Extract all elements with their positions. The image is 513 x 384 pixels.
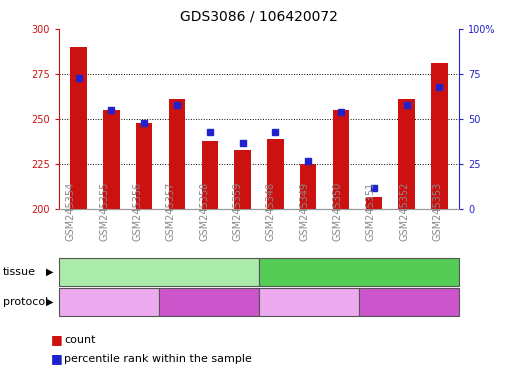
Text: ■: ■ <box>51 333 63 346</box>
Bar <box>103 110 120 209</box>
Bar <box>333 110 349 209</box>
Bar <box>300 164 317 209</box>
Text: GSM245355: GSM245355 <box>99 182 109 241</box>
Bar <box>431 63 448 209</box>
Text: GDS3086 / 106420072: GDS3086 / 106420072 <box>180 10 338 23</box>
Text: control: control <box>290 297 328 307</box>
Text: GSM245354: GSM245354 <box>66 182 76 241</box>
Text: tissue: tissue <box>3 267 35 277</box>
Text: GSM245359: GSM245359 <box>232 182 242 241</box>
Text: GSM245356: GSM245356 <box>132 182 143 241</box>
Text: iron overload: iron overload <box>372 297 446 307</box>
Text: GSM245357: GSM245357 <box>166 182 175 241</box>
Bar <box>136 122 152 209</box>
Text: GSM245350: GSM245350 <box>332 182 343 241</box>
Bar <box>399 99 415 209</box>
Bar <box>234 150 251 209</box>
Bar <box>202 141 218 209</box>
Text: cardiac muscle: cardiac muscle <box>317 267 401 277</box>
Bar <box>70 47 87 209</box>
Text: ▶: ▶ <box>46 297 54 307</box>
Bar <box>169 99 185 209</box>
Text: GSM245351: GSM245351 <box>366 182 376 241</box>
Text: count: count <box>64 335 95 345</box>
Bar <box>366 197 382 209</box>
Text: ▶: ▶ <box>46 267 54 277</box>
Text: percentile rank within the sample: percentile rank within the sample <box>64 354 252 364</box>
Text: control: control <box>90 297 128 307</box>
Text: GSM245348: GSM245348 <box>266 182 276 241</box>
Text: GSM245349: GSM245349 <box>299 182 309 241</box>
Text: GSM245358: GSM245358 <box>199 182 209 241</box>
Text: GSM245353: GSM245353 <box>432 182 442 241</box>
Text: protocol: protocol <box>3 297 48 307</box>
Text: iron overload: iron overload <box>172 297 246 307</box>
Text: GSM245352: GSM245352 <box>399 182 409 241</box>
Text: ■: ■ <box>51 353 63 366</box>
Text: skeletal muscle: skeletal muscle <box>116 267 202 277</box>
Bar <box>267 139 284 209</box>
